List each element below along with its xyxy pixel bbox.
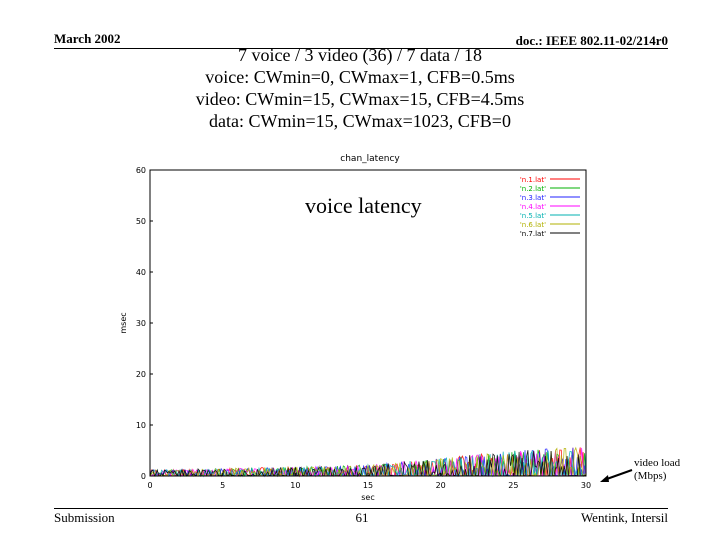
- y-tick-label: 60: [136, 166, 146, 175]
- y-tick-label: 20: [136, 370, 146, 379]
- x-tick-label: 5: [220, 481, 225, 490]
- legend-label: 'n.4.lat': [520, 203, 546, 211]
- footer-page-number: 61: [355, 510, 369, 525]
- voice-latency-label: voice latency: [305, 193, 422, 218]
- video-load-line-1: video load: [634, 457, 681, 469]
- y-tick-label: 0: [141, 472, 146, 481]
- footer-submission: Submission: [54, 510, 115, 525]
- x-tick-label: 25: [508, 481, 518, 490]
- legend-label: 'n.3.lat': [520, 194, 546, 202]
- footer-author: Wentink, Intersil: [580, 510, 668, 525]
- title-line-2: voice: CWmin=0, CWmax=1, CFB=0.5ms: [205, 67, 515, 87]
- ticks-layer: 0 5 10 15 20 25 30 0 10 20 30 40 50 60: [136, 166, 591, 490]
- header-rule: [54, 48, 668, 49]
- series-layer: [149, 446, 587, 478]
- latency-chart: chan_latency 0 5 10 15 20 25 30 0 10 20 30 40 50 60 '…: [119, 154, 591, 500]
- x-tick-label: 15: [363, 481, 373, 490]
- y-tick-label: 50: [136, 217, 146, 226]
- y-axis-label: msec: [119, 312, 128, 333]
- video-load-note: video load (Mbps): [634, 457, 680, 483]
- x-tick-label: 20: [436, 481, 446, 490]
- y-tick-label: 40: [136, 268, 146, 277]
- legend-label: 'n.2.lat': [520, 185, 546, 193]
- x-tick-label: 10: [290, 481, 300, 490]
- header-doc-id: doc.: IEEE 802.11-02/214r0: [515, 33, 668, 48]
- chart-title: chan_latency: [340, 154, 400, 164]
- arrow-icon: [600, 469, 633, 482]
- footer-rule: [54, 508, 668, 509]
- legend-label: 'n.6.lat': [520, 221, 546, 229]
- legend: 'n.1.lat''n.2.lat''n.3.lat''n.4.lat''n.5…: [520, 176, 580, 238]
- title-line-3: video: CWmin=15, CWmax=15, CFB=4.5ms: [195, 89, 525, 109]
- x-tick-label: 0: [147, 481, 152, 490]
- legend-label: 'n.5.lat': [520, 212, 546, 220]
- x-tick-label: 30: [581, 481, 591, 490]
- header-date: March 2002: [54, 31, 121, 46]
- title-line-4: data: CWmin=15, CWmax=1023, CFB=0: [209, 111, 511, 131]
- y-tick-label: 30: [136, 319, 146, 328]
- x-axis-label: sec: [361, 493, 375, 500]
- slide-title-block: 7 voice / 3 video (36) / 7 data / 18 voi…: [0, 44, 720, 132]
- legend-label: 'n.7.lat': [520, 230, 546, 238]
- video-load-line-2: (Mbps): [634, 470, 667, 482]
- title-line-1: 7 voice / 3 video (36) / 7 data / 18: [238, 45, 482, 65]
- legend-label: 'n.1.lat': [520, 176, 546, 184]
- y-tick-label: 10: [136, 421, 146, 430]
